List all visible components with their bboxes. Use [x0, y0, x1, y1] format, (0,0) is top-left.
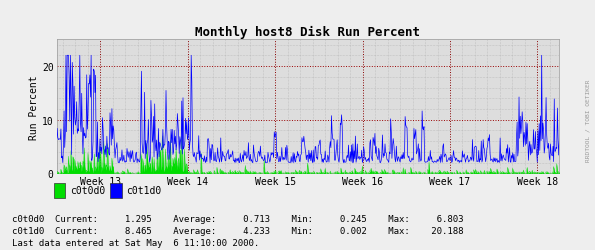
Text: RRDTOOL / TOBI OETIKER: RRDTOOL / TOBI OETIKER — [586, 79, 591, 161]
Text: c0t0d0: c0t0d0 — [70, 185, 105, 195]
Text: Last data entered at Sat May  6 11:10:00 2000.: Last data entered at Sat May 6 11:10:00 … — [12, 238, 259, 248]
Text: c0t1d0: c0t1d0 — [126, 185, 162, 195]
Bar — [110, 183, 122, 198]
Text: c0t0d0  Current:     1.295    Average:     0.713    Min:     0.245    Max:     6: c0t0d0 Current: 1.295 Average: 0.713 Min… — [12, 214, 464, 223]
Bar — [54, 183, 65, 198]
Title: Monthly host8 Disk Run Percent: Monthly host8 Disk Run Percent — [195, 26, 421, 39]
Y-axis label: Run Percent: Run Percent — [29, 75, 39, 139]
Text: c0t1d0  Current:     8.465    Average:     4.233    Min:     0.002    Max:    20: c0t1d0 Current: 8.465 Average: 4.233 Min… — [12, 226, 464, 235]
